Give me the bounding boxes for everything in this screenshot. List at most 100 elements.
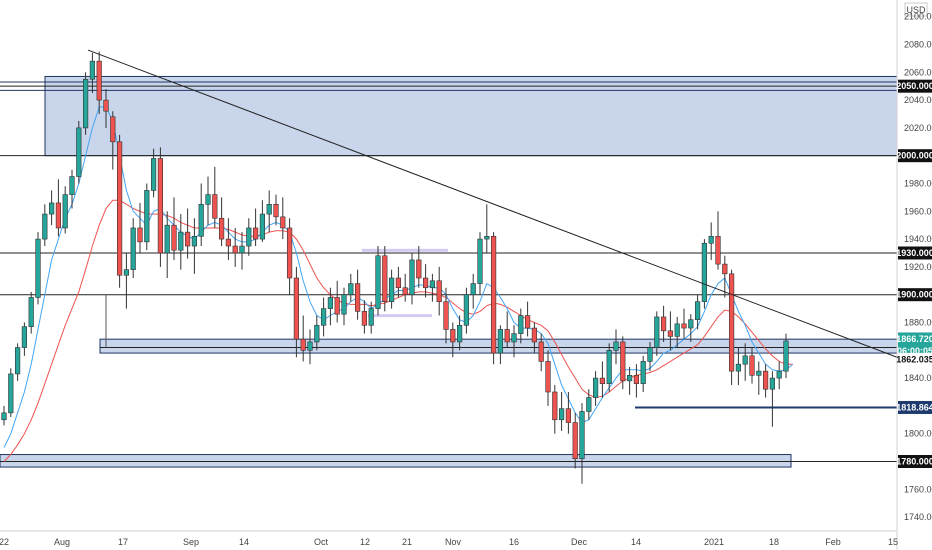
price-badges: 2050.000 2000.000 1930.000 1900.000 1866.720… (896, 79, 932, 468)
candle-body (538, 341, 544, 362)
candle-body (626, 375, 633, 382)
price-tick-label: 1920.000 (904, 262, 932, 272)
candle-body (191, 236, 198, 247)
price-badge-text: 1818.864 (896, 402, 932, 412)
candle-body (654, 316, 660, 348)
candles-layer (1, 51, 789, 484)
candle-body (103, 99, 109, 112)
candle-body (375, 255, 381, 309)
candle-body (606, 349, 612, 384)
candle-body (470, 283, 476, 295)
candle-body (171, 224, 177, 251)
candle-body (681, 323, 687, 329)
range-marker (368, 314, 432, 318)
candle-body (361, 311, 368, 326)
candle-body (613, 341, 619, 351)
candle-body (144, 190, 150, 243)
time-axis: 22 Aug 17 Sep 14 Oct 12 21 Nov 16 Dec 14 2021 18 Feb 15 (0, 537, 898, 547)
candle-body (327, 297, 334, 309)
time-tick-label: Nov (445, 537, 462, 547)
candle-body (558, 408, 565, 421)
candle-body (382, 255, 388, 302)
zone-rect (44, 75, 898, 157)
candle-body (123, 269, 129, 276)
currency-label: USD (906, 5, 926, 15)
candle-body (565, 408, 571, 423)
candle-body (477, 238, 483, 284)
price-badge (898, 149, 932, 163)
currency-badge (904, 2, 928, 17)
candle-body (688, 319, 694, 329)
candle-body (484, 236, 490, 240)
candle-body (388, 277, 395, 302)
candle-body (164, 224, 170, 254)
price-badge (898, 400, 932, 414)
candle-body (293, 277, 300, 340)
candle-body (395, 277, 402, 289)
candle-body (599, 377, 605, 384)
candle-body (320, 308, 327, 326)
price-badge-text: 2050.000 (896, 81, 932, 91)
candle-body (722, 263, 728, 275)
candle-body (756, 370, 762, 376)
candle-body (715, 236, 721, 265)
candle-body (48, 202, 55, 215)
candle-body (76, 127, 82, 177)
time-tick-label: 14 (239, 537, 249, 547)
candle-body (273, 204, 279, 218)
price-tick-label: 2060.000 (904, 67, 932, 77)
trendline-layer (87, 49, 898, 358)
candle-body (402, 287, 408, 295)
price-tick-label: 2040.000 (904, 95, 932, 105)
candle-body (552, 391, 558, 421)
price-badge-text: 1866.720 (896, 334, 932, 344)
candle-body (232, 245, 238, 254)
candle-body (524, 315, 531, 329)
price-tick-label: 1940.000 (904, 234, 932, 244)
candle-body (456, 324, 463, 343)
price-tick-label: 1740.000 (904, 512, 932, 522)
candle-body (62, 194, 68, 229)
candle-body (368, 308, 374, 326)
price-badge (898, 246, 932, 260)
candle-body (660, 316, 667, 332)
candle-body (334, 297, 340, 315)
candle-body (511, 333, 517, 343)
candle-body (490, 236, 497, 354)
candle-body (701, 242, 707, 302)
candle-body (429, 280, 436, 289)
time-tick-label: Dec (571, 537, 588, 547)
time-tick-label: 12 (360, 537, 370, 547)
candle-body (667, 330, 673, 337)
price-badge-text: 06:00:05 (897, 346, 932, 356)
candle-body (749, 355, 755, 376)
candle-body (640, 361, 646, 384)
price-tick-label: 2020.000 (904, 123, 932, 133)
candle-body (742, 355, 748, 365)
price-tick-label: 2100.000 (904, 12, 932, 22)
price-badge (898, 288, 932, 302)
candle-body (157, 158, 164, 254)
candle-body (21, 326, 28, 348)
candle-body (647, 347, 653, 362)
candle-body (42, 213, 48, 240)
candle-body (69, 176, 75, 195)
candle-body (620, 341, 626, 382)
price-badge-text: 2000.000 (896, 151, 932, 161)
candle-body (674, 323, 680, 337)
price-badge-text: 1900.000 (896, 290, 932, 300)
candle-body (341, 294, 347, 315)
candle-body (518, 315, 524, 334)
candle-body (266, 204, 272, 215)
candle-body (531, 327, 537, 343)
price-tick-label: 1800.000 (904, 429, 932, 439)
zones-layer (0, 75, 898, 468)
candle-body (572, 422, 578, 460)
candle-body (28, 297, 34, 327)
candle-body (409, 259, 415, 295)
candle-body (586, 397, 592, 412)
candle-body (117, 141, 123, 276)
candle-body (354, 283, 361, 312)
candle-body (579, 411, 585, 460)
